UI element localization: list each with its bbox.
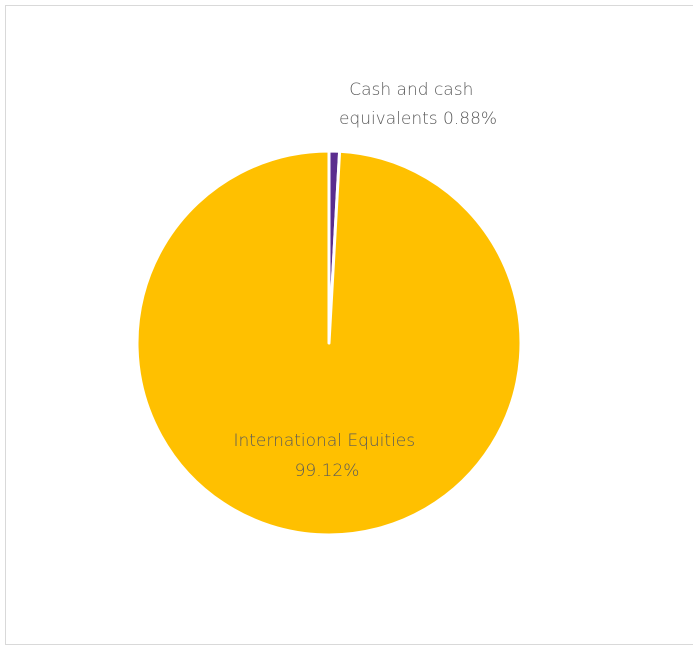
slice-label-international-equities: International Equities 99.12% [233,431,420,481]
pie-chart: Cash and cash equivalents 0.88% Internat… [135,80,523,537]
pie-slice-international-equities [135,149,523,537]
pie-slices [135,149,523,537]
pie-labels: Cash and cash equivalents 0.88% Internat… [233,80,497,481]
slice-label-cash: Cash and cash equivalents 0.88% [339,80,497,129]
